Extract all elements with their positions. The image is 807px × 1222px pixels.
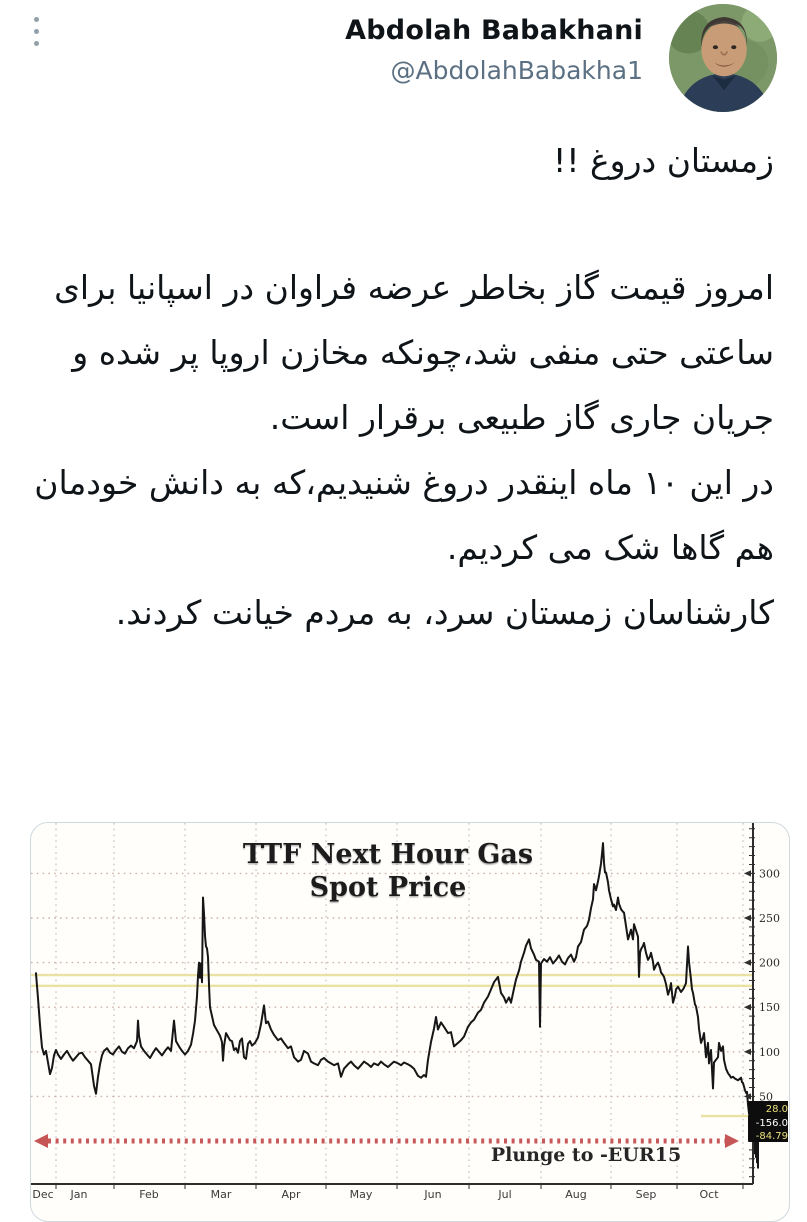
price-badge-label: 28.0 [766,1104,788,1115]
more-options-button[interactable] [34,17,42,53]
y-major-tick [744,959,751,966]
x-tick-label: Jul [497,1188,511,1201]
y-tick-label: 250 [759,912,780,925]
red-arrow-right [725,1134,739,1148]
tweet-paragraph: در این ۱۰ ماه اینقدر دروغ شنیدیم،که به د… [34,463,774,567]
x-tick-label: Aug [565,1188,586,1201]
tweet-text: زمستان دروغ !! امروز قیمت گاز بخاطر عرضه… [33,128,774,645]
x-tick-label: Sep [636,1188,657,1201]
y-major-tick [744,870,751,877]
kebab-dot [34,29,39,34]
kebab-dot [34,41,39,46]
tweet-paragraph: امروز قیمت گاز بخاطر عرضه فراوان در اسپا… [54,268,774,437]
price-badge-label: -156.0 [756,1118,788,1129]
y-tick-label: 50 [759,1090,773,1103]
x-tick-label: May [350,1188,373,1201]
x-tick-label: Dec [32,1188,53,1201]
y-tick-label: 100 [759,1046,780,1059]
y-major-tick [744,914,751,922]
author-block: Abdolah Babakhani @AbdolahBabakha1 [345,15,643,85]
x-tick-label: Mar [211,1188,232,1201]
x-tick-label: Jun [423,1188,441,1201]
price-badge [748,1101,788,1115]
avatar-photo [669,4,777,112]
avatar[interactable] [669,4,777,112]
y-major-tick [744,1048,751,1055]
x-tick-label: Oct [699,1188,719,1201]
y-major-tick [744,1093,751,1100]
red-arrow-left [34,1134,48,1148]
chart-media[interactable]: 50 100 150 200 250 300 Dec Jan Feb Mar Apr May Jun Ju… [30,822,790,1222]
price-badge [748,1128,788,1142]
y-tick-label: 150 [759,1001,780,1014]
author-handle[interactable]: @AbdolahBabakha1 [390,56,643,85]
price-line [35,842,759,1169]
x-tick-label: Apr [281,1188,301,1201]
x-tick-label: Feb [139,1188,158,1201]
y-tick-label: 200 [759,957,780,970]
y-tick-label: 300 [759,867,780,880]
author-name[interactable]: Abdolah Babakhani [345,15,643,46]
tweet-title-line: زمستان دروغ !! [553,141,774,180]
gas-price-chart: 50 100 150 200 250 300 Dec Jan Feb Mar Apr May Jun Ju… [31,823,788,1201]
price-badge-label: -84.79 [756,1131,788,1142]
y-major-tick [744,1004,751,1011]
kebab-dot [34,17,39,22]
x-tick-label: Jan [70,1188,88,1201]
tweet-paragraph: کارشناسان زمستان سرد، به مردم خیانت کردن… [115,593,774,632]
price-badge [748,1115,788,1129]
